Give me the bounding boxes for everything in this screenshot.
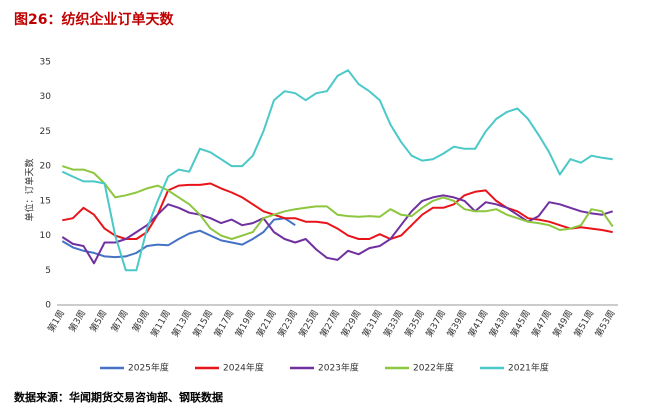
- x-tick-label: 第53周: [592, 308, 617, 340]
- y-axis-label: 单位：订单天数: [24, 158, 36, 221]
- y-tick-label: 35: [40, 58, 51, 68]
- x-tick-label: 第41周: [465, 308, 490, 340]
- legend-label: 2021年度: [508, 362, 549, 374]
- x-tick-label: 第9周: [129, 308, 151, 335]
- x-tick-label: 第7周: [108, 308, 130, 335]
- x-tick-label: 第45周: [508, 308, 533, 340]
- series-line: [61, 69, 613, 272]
- x-tick-label: 第5周: [87, 308, 109, 335]
- legend-label: 2023年度: [318, 362, 359, 374]
- x-tick-label: 第15周: [190, 308, 215, 340]
- legend-label: 2025年度: [128, 362, 169, 374]
- x-tick-label: 第1周: [45, 308, 67, 335]
- source: 数据来源：华闻期货交易咨询部、钢联数据: [14, 390, 223, 404]
- x-tick-label: 第13周: [169, 308, 194, 340]
- x-tick-label: 第19周: [232, 308, 257, 340]
- x-tick-label: 第33周: [381, 308, 406, 340]
- x-tick-label: 第21周: [254, 308, 279, 340]
- x-tick-label: 第27周: [317, 308, 342, 340]
- series-line: [61, 194, 614, 265]
- legend-label: 2024年度: [223, 362, 264, 374]
- x-tick-label: 第39周: [444, 308, 469, 340]
- x-tick-label: 第49周: [550, 308, 575, 340]
- x-tick-label: 第47周: [529, 308, 554, 340]
- x-tick-label: 第43周: [487, 308, 512, 340]
- y-tick-label: 30: [40, 92, 52, 102]
- x-tick-label: 第11周: [148, 308, 173, 340]
- y-tick-label: 10: [40, 231, 52, 241]
- x-tick-label: 第29周: [338, 308, 363, 340]
- series-line: [62, 182, 613, 240]
- x-tick-label: 第51周: [571, 308, 596, 340]
- legend-label: 2022年度: [413, 362, 454, 374]
- x-tick-label: 第3周: [66, 308, 88, 335]
- x-tick-label: 第23周: [275, 308, 300, 340]
- y-tick-label: 0: [45, 301, 51, 311]
- x-tick-label: 第31周: [359, 308, 384, 340]
- y-tick-label: 20: [40, 162, 52, 172]
- x-tick-label: 第35周: [402, 308, 427, 340]
- series-line: [61, 217, 296, 259]
- y-tick-label: 25: [40, 127, 51, 137]
- x-tick-label: 第37周: [423, 308, 448, 340]
- x-tick-label: 第25周: [296, 308, 321, 340]
- y-tick-label: 15: [40, 196, 51, 206]
- chart-title: 图26：纺织企业订单天数: [14, 11, 174, 28]
- x-tick-label: 第17周: [211, 308, 236, 340]
- y-tick-label: 5: [45, 266, 51, 276]
- series-line: [61, 165, 614, 240]
